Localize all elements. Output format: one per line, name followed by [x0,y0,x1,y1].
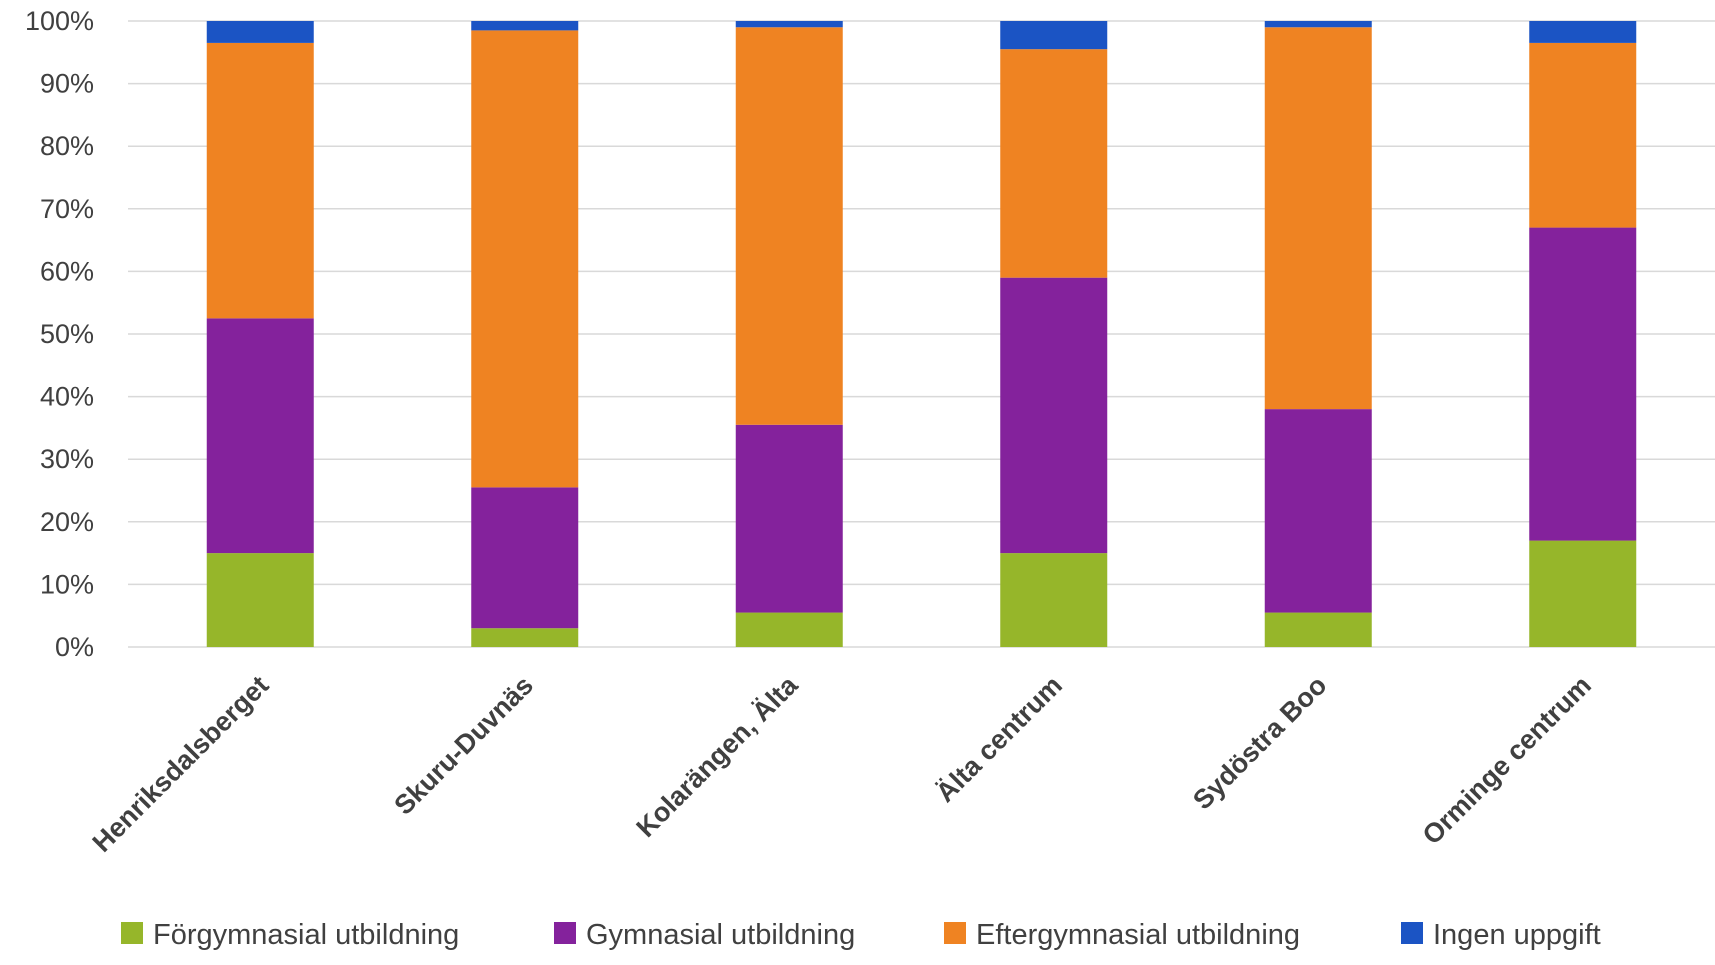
x-category-label: Kolarängen, Älta [631,669,805,843]
y-tick-label: 70% [40,194,94,224]
bar-segment [1000,49,1108,278]
y-tick-label: 40% [40,382,94,412]
bar-segment [735,21,843,28]
x-category-label: Älta centrum [930,670,1068,808]
x-category-label: Orminge centrum [1417,670,1597,850]
y-tick-label: 100% [25,6,94,36]
bar-segment [1264,21,1372,28]
legend-swatch [121,922,143,944]
bar-segment [1529,540,1637,647]
bar-segment [206,21,314,43]
y-tick-label: 20% [40,507,94,537]
bar-segment [1264,409,1372,613]
y-tick-label: 0% [55,632,94,662]
bar-segment [1264,27,1372,410]
bar-segment [206,553,314,647]
bar-segment [735,612,843,647]
bar-segment [1529,227,1637,541]
gridlines [128,20,1715,648]
bar-segment [1000,277,1108,554]
y-tick-label: 90% [40,69,94,99]
bar-segment [471,628,579,647]
y-tick-label: 80% [40,131,94,161]
x-axis-category-labels: Henriksdalsberget Skuru-Duvnäs Kolarängen,… [87,669,1597,857]
x-category-label: Sydöstra Boo [1187,670,1332,815]
x-category-label: Henriksdalsberget [87,670,275,858]
bar-segment [471,21,579,31]
y-axis-tick-labels: 0% 10% 20% 30% 40% 50% 60% 70% 80% 90% 100% [25,6,94,662]
bar-segment [206,42,314,319]
legend-swatch [1401,922,1423,944]
legend-label: Förgymnasial utbildning [153,919,459,951]
bar-segment [735,27,843,425]
y-tick-label: 60% [40,256,94,286]
bar-segment [1264,612,1372,647]
bar-segment [735,424,843,613]
legend-label: Eftergymnasial utbildning [976,919,1300,951]
bar-segment [1529,42,1637,228]
x-category-label: Skuru-Duvnäs [388,670,539,821]
bar-segment [1000,21,1108,50]
legend-label: Gymnasial utbildning [586,919,855,951]
bar-segment [471,30,579,488]
bars [206,21,1637,647]
bar-segment [206,318,314,554]
legend-swatch [554,922,576,944]
legend-label: Ingen uppgift [1433,919,1601,951]
bar-segment [1000,553,1108,647]
legend-swatch [944,922,966,944]
y-tick-label: 10% [40,569,94,599]
y-tick-label: 30% [40,444,94,474]
bar-segment [471,487,579,629]
y-tick-label: 50% [40,319,94,349]
bar-segment [1529,21,1637,43]
legend: Förgymnasial utbildning Gymnasial utbildn… [121,919,1601,951]
